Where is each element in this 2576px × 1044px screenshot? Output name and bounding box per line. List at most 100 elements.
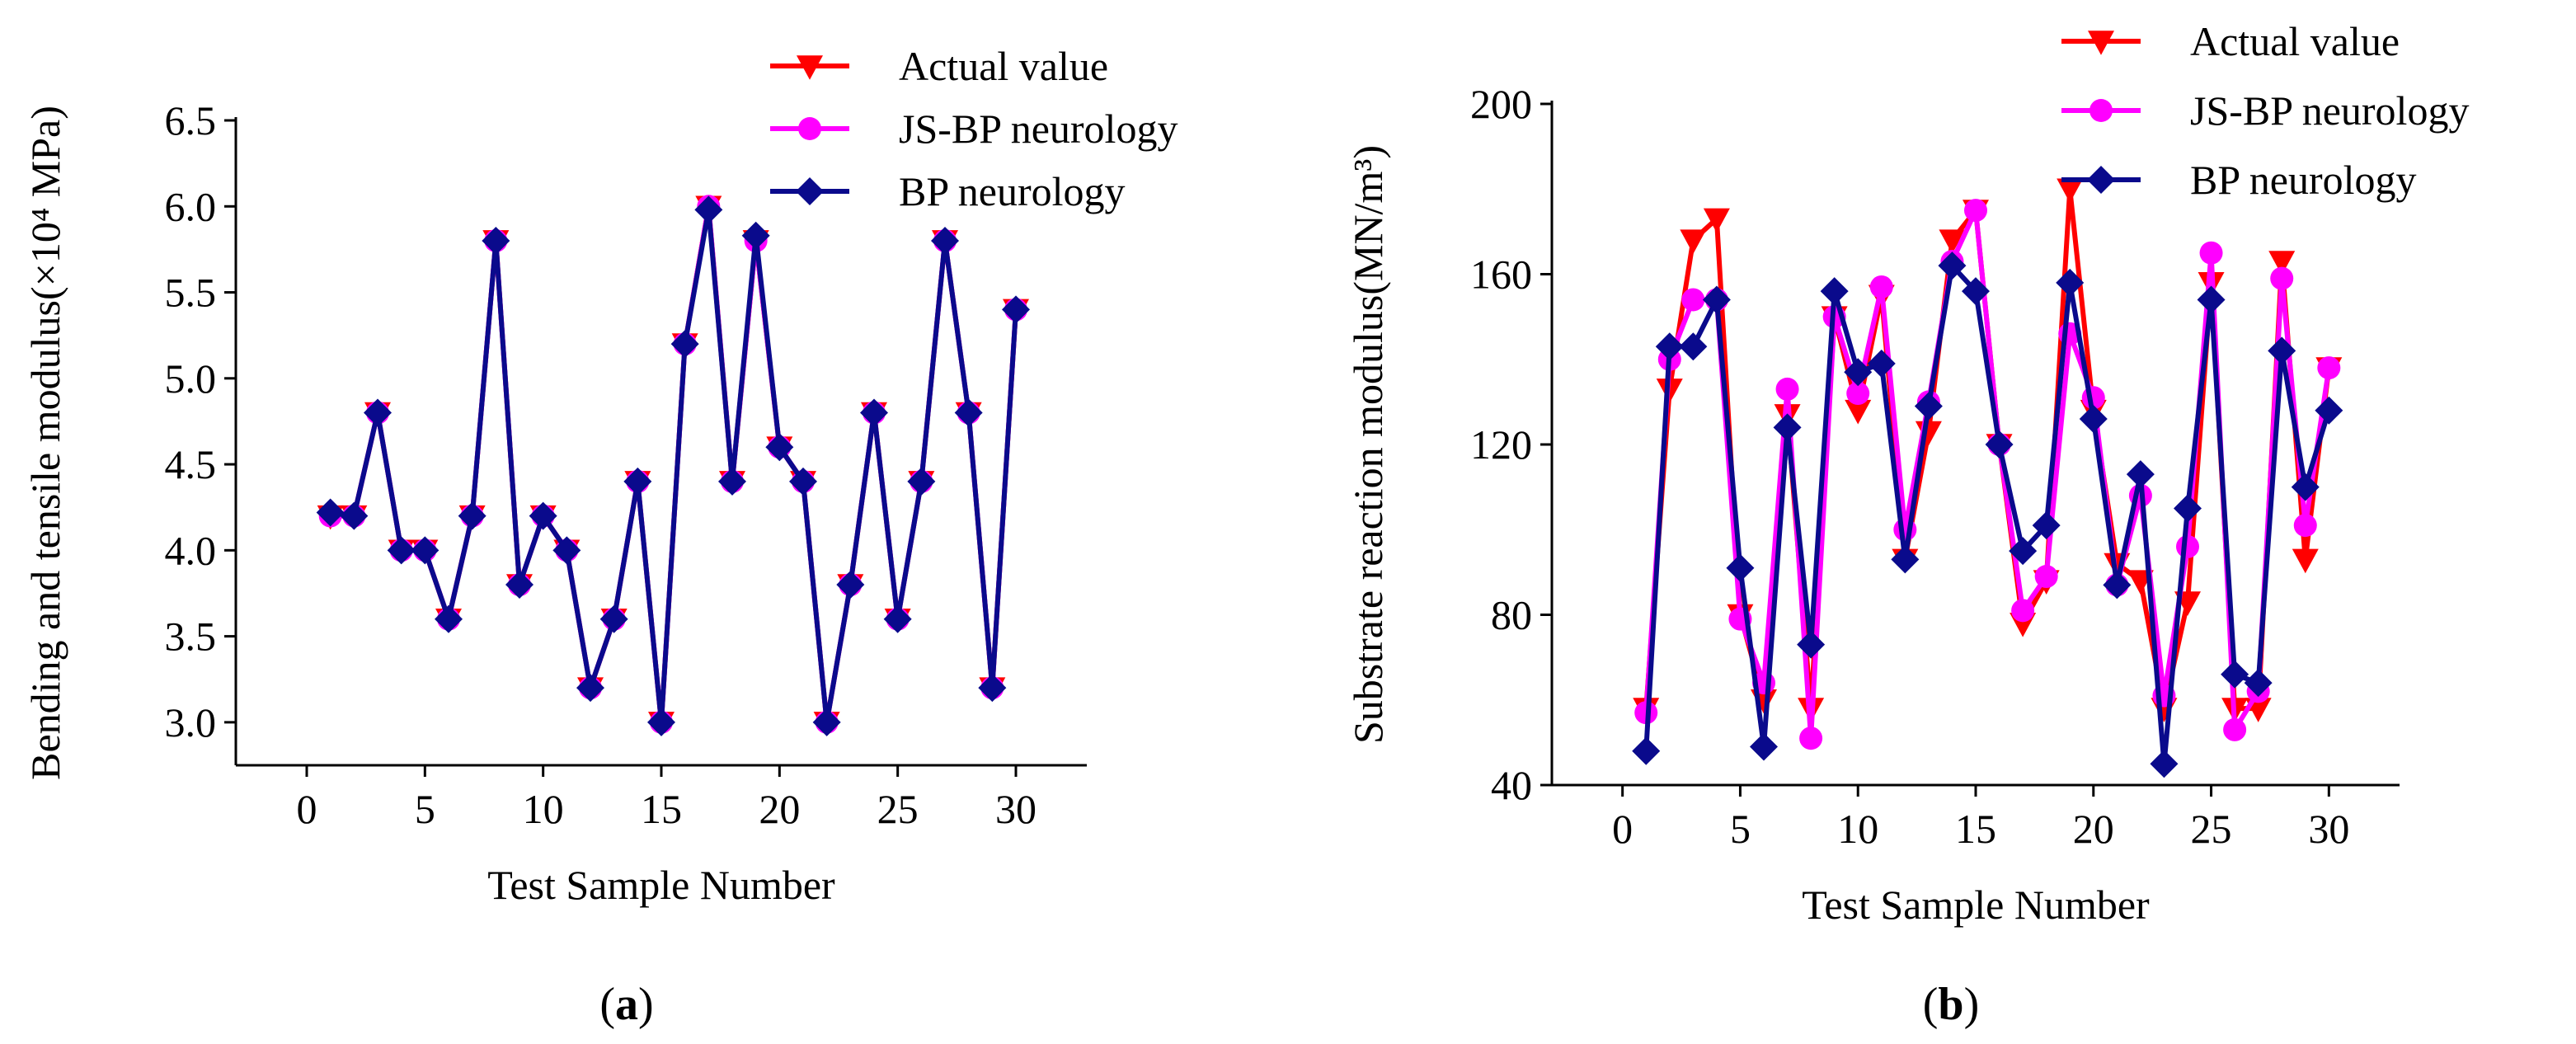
data-point [1891,545,1920,574]
legend-label: Actual value [899,43,1108,89]
legend-marker [2089,99,2113,122]
legend-marker [796,177,824,205]
data-point [1797,630,1826,659]
data-point [482,226,510,255]
data-point [765,433,794,462]
data-point [1680,229,1707,254]
data-point [907,467,936,496]
y-tick-label: 3.5 [165,614,217,660]
data-point [1867,349,1896,378]
legend-label: Actual value [2190,18,2400,64]
y-tick-label: 80 [1491,592,1532,638]
x-tick-label: 25 [877,786,919,832]
data-point [1775,377,1799,401]
data-point [789,467,817,496]
x-tick-label: 10 [523,786,564,832]
x-axis-title: Test Sample Number [1802,882,2150,928]
data-point [1985,430,2014,459]
data-point [954,398,983,427]
data-point [529,501,557,530]
data-point [435,604,463,633]
data-point [2126,460,2155,489]
data-point [1938,252,1967,280]
data-point [2011,599,2035,623]
data-point [2056,268,2085,297]
panel-label-letter: a [615,979,638,1030]
series-line-2 [330,204,1018,725]
data-point [2268,251,2296,275]
data-point [1962,277,1990,306]
data-point [2009,537,2038,566]
data-point [2103,571,2132,600]
data-point [1002,295,1030,324]
series-line-3 [1643,263,2332,767]
panel-label-letter: b [1938,979,1963,1030]
data-point [2221,660,2249,689]
data-point [623,467,652,496]
data-point [1773,413,1802,442]
x-tick-label: 0 [297,786,317,832]
data-point [931,226,959,255]
series-line-3 [330,207,1018,725]
data-point [2057,178,2084,204]
legend-label: JS-BP neurology [2190,87,2469,134]
x-tick-label: 15 [1955,806,1996,852]
x-tick-label: 0 [1612,806,1633,852]
data-point [812,708,841,736]
data-point [2150,750,2179,778]
data-point [694,195,723,224]
x-tick-label: 20 [759,786,800,832]
x-tick-label: 30 [995,786,1037,832]
data-point [2199,241,2223,265]
legend-label: BP neurology [899,168,1126,214]
data-point [2032,511,2061,540]
data-point [1939,229,1966,254]
y-tick-label: 200 [1470,81,1532,127]
data-point [1846,382,1870,406]
data-point [1964,199,1987,223]
x-tick-label: 5 [415,786,435,832]
data-point [1632,736,1661,765]
data-point [1655,332,1684,361]
data-point [316,498,345,527]
series-line-1 [330,204,1018,725]
y-tick-label: 4.5 [165,441,217,487]
data-point [978,674,1007,703]
data-point [647,708,675,736]
data-point [411,536,440,565]
x-tick-label: 5 [1730,806,1751,852]
data-point [2270,266,2294,290]
x-tick-label: 20 [2073,806,2114,852]
data-point [599,604,628,633]
legend-marker [2087,166,2115,194]
data-point [364,398,392,427]
data-point [860,398,888,427]
data-point [1820,277,1849,306]
y-tick-label: 5.5 [165,270,217,316]
data-point [1681,288,1705,312]
y-tick-label: 160 [1470,252,1532,298]
y-tick-label: 4.0 [165,527,217,573]
data-point [2268,336,2296,365]
y-tick-label: 6.5 [165,97,217,143]
data-point [741,221,770,250]
data-point [1702,285,1731,314]
x-axis-title: Test Sample Number [487,862,835,908]
data-point [2174,494,2202,523]
y-axis-title: Substrate reaction modulus(MN/m³) [1345,145,1391,744]
panel-label: (b) [1923,979,1979,1030]
data-point [2197,285,2226,314]
x-tick-label: 10 [1837,806,1878,852]
y-tick-label: 6.0 [165,183,217,229]
data-point [387,536,416,565]
data-point [2176,534,2199,558]
chart-panel-b: 0 5 10 15 20 25 30 40 80 120 160 200 Test Sample Num… [1345,18,2469,1030]
y-axis-title: Bending and tensile modulus(×10⁴ MPa) [22,106,68,780]
y-tick-label: 120 [1470,421,1532,468]
data-point [1845,399,1872,425]
data-point [2223,717,2247,741]
data-point [1844,358,1873,387]
data-point [2292,548,2319,574]
data-point [670,330,699,359]
